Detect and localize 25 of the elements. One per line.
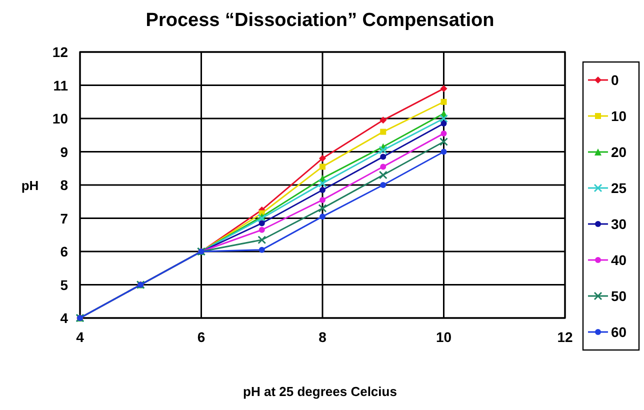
y-tick-label: 8 xyxy=(60,177,68,193)
legend-label: 0 xyxy=(611,72,619,88)
y-tick-label: 10 xyxy=(52,110,68,126)
legend-label: 50 xyxy=(611,288,627,304)
legend-label: 40 xyxy=(611,252,627,268)
x-tick-label: 8 xyxy=(318,329,327,345)
y-tick-label: 6 xyxy=(60,244,68,260)
y-tick-label: 4 xyxy=(60,310,68,326)
legend-label: 20 xyxy=(611,144,627,160)
x-tick-label: 6 xyxy=(197,329,206,345)
y-tick-label: 5 xyxy=(60,276,68,293)
y-axis-title: pH xyxy=(21,178,39,193)
y-tick-label: 7 xyxy=(60,210,68,226)
x-axis-title: pH at 25 degrees Celcius xyxy=(243,384,397,399)
x-tick-label: 10 xyxy=(436,329,452,345)
y-tick-label: 11 xyxy=(53,77,68,94)
y-tick-label: 9 xyxy=(60,144,68,160)
y-tick-label: 12 xyxy=(52,44,68,60)
chart-title: Process “Dissociation” Compensation xyxy=(146,10,494,31)
x-tick-label: 4 xyxy=(76,329,84,345)
legend-label: 10 xyxy=(611,108,627,124)
legend-label: 30 xyxy=(611,216,627,232)
x-tick-label: 12 xyxy=(557,329,573,345)
legend-label: 25 xyxy=(611,180,627,196)
legend-label: 60 xyxy=(611,324,627,340)
